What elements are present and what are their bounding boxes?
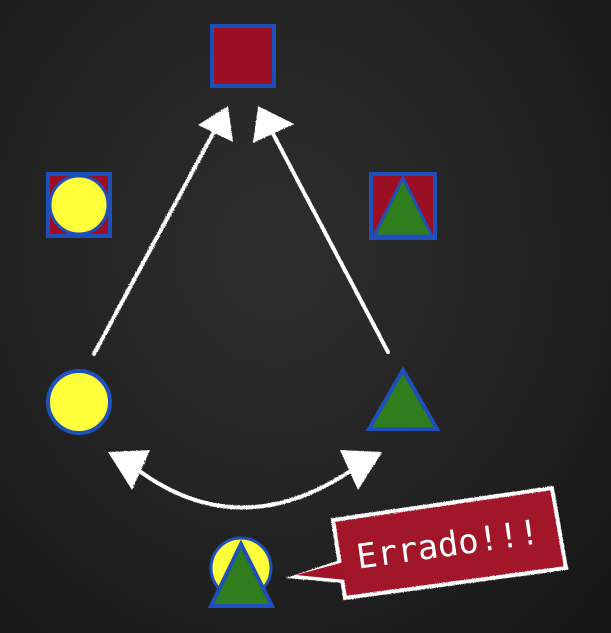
circle-in-square-shape bbox=[46, 172, 112, 238]
triangle-shape bbox=[365, 365, 441, 431]
circle-shape bbox=[46, 369, 112, 435]
arrow-circle-triangle-bidirectional bbox=[108, 450, 382, 510]
callout: Errado!!! bbox=[286, 485, 569, 601]
triangle-in-square-shape bbox=[369, 172, 437, 240]
arrow-triangle-to-square bbox=[253, 106, 390, 354]
arrow-circle-to-square bbox=[92, 106, 233, 356]
triangle-over-circle-shape bbox=[207, 536, 276, 608]
top-square-shape bbox=[210, 24, 276, 88]
